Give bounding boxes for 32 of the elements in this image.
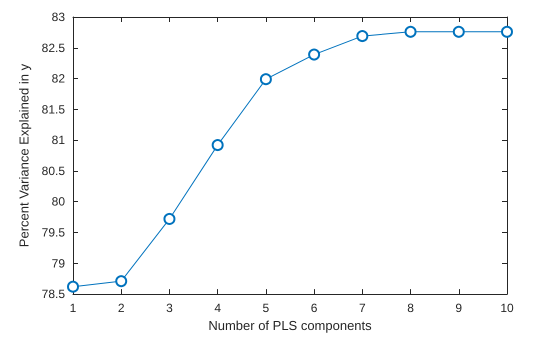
- point: [452, 26, 465, 38]
- point: [163, 212, 176, 225]
- y-axis-title: Percent Variance Explained in y: [16, 63, 32, 248]
- y-tick-label: 80.5: [42, 164, 66, 178]
- y-tick-label: 81: [52, 133, 66, 148]
- point: [501, 26, 513, 38]
- x-tick-label: 2: [118, 301, 125, 316]
- x-tick-label: 9: [455, 301, 462, 316]
- x-tick-label: 3: [166, 301, 174, 316]
- y-tick-label: 80: [52, 194, 66, 209]
- y-tick-label: 78.5: [42, 287, 66, 302]
- x-tick-label: 5: [262, 301, 270, 316]
- y-tick-label: 81.5: [42, 102, 66, 116]
- point: [115, 275, 128, 288]
- point: [212, 139, 224, 152]
- y-tick-label: 83: [52, 10, 66, 24]
- y-tick-label: 82.5: [42, 40, 66, 55]
- x-tick-label: 4: [214, 301, 222, 316]
- x-tick-label: 6: [310, 301, 318, 316]
- x-tick-label: 10: [500, 301, 514, 316]
- y-tick-label: 79.5: [42, 226, 66, 240]
- x-tick-label: 7: [358, 301, 366, 316]
- x-axis-title: Number of PLS components: [208, 318, 372, 333]
- y-tick-label: 79: [52, 256, 66, 270]
- point: [404, 26, 417, 38]
- point: [260, 73, 272, 86]
- y-tick-label: 82: [52, 72, 66, 86]
- x-tick-label: 8: [407, 301, 414, 316]
- point: [308, 48, 320, 61]
- point: [67, 280, 79, 293]
- point: [356, 30, 368, 42]
- x-tick-label: 1: [70, 301, 77, 316]
